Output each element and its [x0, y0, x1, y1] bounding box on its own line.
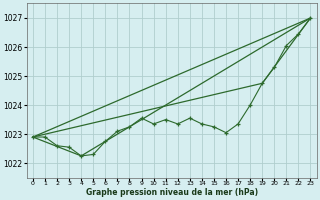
X-axis label: Graphe pression niveau de la mer (hPa): Graphe pression niveau de la mer (hPa): [86, 188, 258, 197]
